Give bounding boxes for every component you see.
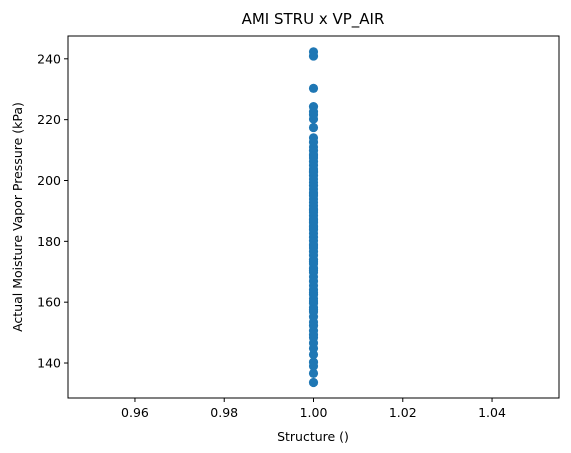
data-point <box>308 101 319 112</box>
y-tick-label: 180 <box>37 234 61 249</box>
y-axis-ticks: 140 160 180 200 220 240 <box>37 51 68 371</box>
data-point <box>308 206 319 216</box>
x-tick-label: 1.04 <box>478 405 506 420</box>
data-point <box>308 47 319 57</box>
y-axis-label: Actual Moisture Vapor Pressure (kPa) <box>10 102 25 332</box>
data-point <box>308 368 319 378</box>
data-point <box>308 265 319 275</box>
x-axis-ticks: 0.96 0.98 1.00 1.02 1.04 <box>121 398 506 420</box>
data-point <box>308 133 319 143</box>
data-point <box>308 151 319 161</box>
y-tick-label: 160 <box>37 295 61 310</box>
data-point <box>308 257 319 267</box>
x-tick-label: 0.96 <box>121 405 149 420</box>
data-point <box>308 189 319 199</box>
data-point <box>308 241 319 251</box>
data-point <box>308 83 319 93</box>
y-tick-label: 220 <box>37 112 61 127</box>
data-point <box>308 166 319 176</box>
x-tick-label: 0.98 <box>210 405 238 420</box>
data-point <box>308 330 319 340</box>
y-tick-label: 240 <box>37 51 61 66</box>
y-tick-label: 200 <box>37 173 61 188</box>
x-axis-label: Structure () <box>277 429 349 444</box>
x-tick-label: 1.00 <box>300 405 328 420</box>
data-point <box>308 122 319 133</box>
data-point <box>308 305 319 315</box>
plot-frame <box>67 35 560 399</box>
y-tick-label: 140 <box>37 356 61 371</box>
data-point <box>308 216 319 226</box>
data-points <box>308 47 319 388</box>
data-point <box>308 377 319 388</box>
data-point <box>308 361 319 371</box>
data-point <box>308 287 319 298</box>
data-point <box>308 223 319 233</box>
data-point <box>308 296 319 306</box>
x-tick-label: 1.02 <box>389 405 417 420</box>
chart-title: AMI STRU x VP_AIR <box>242 10 385 29</box>
